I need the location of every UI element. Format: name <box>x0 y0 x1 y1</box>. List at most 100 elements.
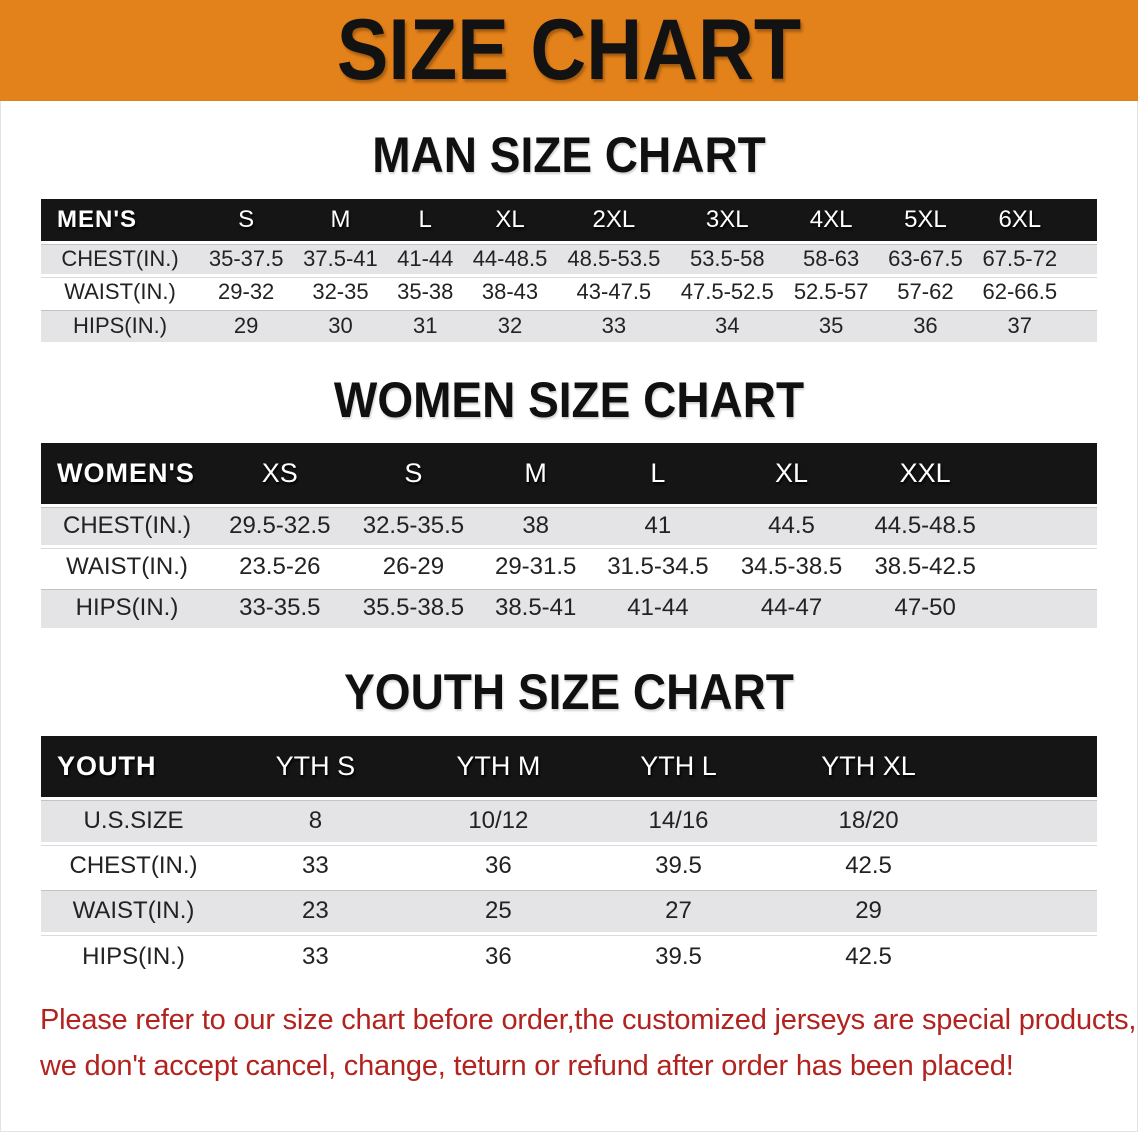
size-value-cell: 32.5-35.5 <box>346 503 481 546</box>
size-value-cell: 23.5-26 <box>213 544 347 587</box>
size-value-cell: 44.5-48.5 <box>858 503 992 546</box>
size-value-cell: 42.5 <box>765 932 972 979</box>
size-value-cell: 47-50 <box>858 585 992 628</box>
size-value-cell: 44.5 <box>724 503 859 546</box>
size-value-cell: 57-62 <box>878 274 973 309</box>
row-label: CHEST(IN.) <box>41 241 199 276</box>
size-value-cell: 29.5-32.5 <box>213 503 347 546</box>
size-value-cell: 18/20 <box>765 797 972 844</box>
size-value-cell: 29 <box>765 887 972 934</box>
table-row: HIPS(IN.) 33-35.5 35.5-38.5 38.5-41 41-4… <box>41 585 1097 628</box>
youth-size-chart-heading: YOUTH SIZE CHART <box>344 664 794 720</box>
size-value-cell: 36 <box>878 307 973 342</box>
table-header-label: YOUTH <box>41 735 226 800</box>
size-value-cell: 33 <box>226 842 405 889</box>
mens-size-table: MEN'S S M L XL 2XL 3XL 4XL 5XL 6XL CHEST… <box>41 198 1097 342</box>
size-value-cell: 41-44 <box>591 585 725 628</box>
size-value-cell: 38-43 <box>462 274 558 309</box>
filler-cell <box>972 932 1097 979</box>
row-label: WAIST(IN.) <box>41 887 226 934</box>
size-value-cell: 14/16 <box>591 797 766 844</box>
size-value-cell: 38.5-42.5 <box>858 544 992 587</box>
size-value-cell: 43-47.5 <box>557 274 671 309</box>
size-value-cell: 67.5-72 <box>972 241 1067 276</box>
size-column-header: XXL <box>858 443 992 506</box>
size-value-cell: 31.5-34.5 <box>591 544 725 587</box>
size-value-cell: 25 <box>404 887 592 934</box>
size-value-cell: 10/12 <box>404 797 592 844</box>
row-label: U.S.SIZE <box>41 797 226 844</box>
size-value-cell: 48.5-53.5 <box>557 241 671 276</box>
size-value-cell: 34 <box>670 307 784 342</box>
women-size-chart-heading: WOMEN SIZE CHART <box>333 371 805 428</box>
table-row: CHEST(IN.) 29.5-32.5 32.5-35.5 38 41 44.… <box>41 503 1097 546</box>
size-value-cell: 26-29 <box>346 544 481 587</box>
table-row: WAIST(IN.) 29-32 32-35 35-38 38-43 43-47… <box>41 274 1097 309</box>
size-value-cell: 53.5-58 <box>670 241 784 276</box>
filler-cell <box>1067 274 1097 309</box>
banner: SIZE CHART <box>0 0 1138 101</box>
filler-cell <box>992 503 1097 546</box>
size-value-cell: 29 <box>199 307 294 342</box>
size-value-cell: 33 <box>557 307 671 342</box>
size-value-cell: 36 <box>404 842 592 889</box>
row-label: WAIST(IN.) <box>41 544 213 587</box>
size-value-cell: 34.5-38.5 <box>724 544 859 587</box>
size-value-cell: 29-31.5 <box>480 544 592 587</box>
size-column-header: YTH M <box>404 735 592 800</box>
size-value-cell: 58-63 <box>783 241 879 276</box>
size-column-header: S <box>346 443 481 506</box>
table-row: WAIST(IN.) 23 25 27 29 <box>41 887 1097 934</box>
size-value-cell: 39.5 <box>591 932 766 979</box>
size-column-header: YTH XL <box>765 735 972 800</box>
size-value-cell: 27 <box>591 887 766 934</box>
table-header-row: MEN'S S M L XL 2XL 3XL 4XL 5XL 6XL <box>41 198 1097 244</box>
size-column-header: M <box>480 443 592 506</box>
size-column-header: XL <box>462 198 558 244</box>
size-column-header: XL <box>724 443 859 506</box>
size-value-cell: 29-32 <box>199 274 294 309</box>
size-value-cell: 39.5 <box>591 842 766 889</box>
size-value-cell: 35-38 <box>387 274 463 309</box>
disclaimer-line-2: we don't accept cancel, change, teturn o… <box>40 1049 1014 1082</box>
youth-size-table: YOUTH YTH S YTH M YTH L YTH XL U.S.SIZE … <box>41 735 1097 979</box>
size-column-header: 6XL <box>972 198 1067 244</box>
size-value-cell: 32 <box>462 307 558 342</box>
size-value-cell: 44-47 <box>724 585 859 628</box>
filler-cell <box>1067 198 1097 244</box>
row-label: WAIST(IN.) <box>41 274 199 309</box>
filler-cell <box>972 842 1097 889</box>
size-column-header: YTH S <box>226 735 405 800</box>
table-row: WAIST(IN.) 23.5-26 26-29 29-31.5 31.5-34… <box>41 544 1097 587</box>
filler-cell <box>992 585 1097 628</box>
row-label: HIPS(IN.) <box>41 932 226 979</box>
size-value-cell: 44-48.5 <box>462 241 558 276</box>
womens-size-table: WOMEN'S XS S M L XL XXL CHEST(IN.) 29.5-… <box>41 443 1097 628</box>
size-value-cell: 37.5-41 <box>293 241 388 276</box>
size-column-header: XS <box>213 443 347 506</box>
size-column-header: L <box>591 443 725 506</box>
table-header-label: WOMEN'S <box>41 443 213 506</box>
size-column-header: M <box>293 198 388 244</box>
size-value-cell: 38.5-41 <box>480 585 592 628</box>
row-label: HIPS(IN.) <box>41 307 199 342</box>
size-value-cell: 35 <box>783 307 879 342</box>
filler-cell <box>972 797 1097 844</box>
size-value-cell: 35-37.5 <box>199 241 294 276</box>
size-column-header: 4XL <box>783 198 879 244</box>
size-column-header: 2XL <box>557 198 671 244</box>
man-size-chart-heading: MAN SIZE CHART <box>372 127 766 183</box>
table-header-label: MEN'S <box>41 198 199 244</box>
row-label: CHEST(IN.) <box>41 842 226 889</box>
filler-cell <box>972 887 1097 934</box>
size-value-cell: 52.5-57 <box>783 274 879 309</box>
size-value-cell: 63-67.5 <box>878 241 973 276</box>
size-value-cell: 36 <box>404 932 592 979</box>
table-header-row: YOUTH YTH S YTH M YTH L YTH XL <box>41 735 1097 800</box>
row-label: CHEST(IN.) <box>41 503 213 546</box>
size-value-cell: 62-66.5 <box>972 274 1067 309</box>
size-value-cell: 47.5-52.5 <box>670 274 784 309</box>
size-value-cell: 31 <box>387 307 463 342</box>
size-value-cell: 42.5 <box>765 842 972 889</box>
table-row: HIPS(IN.) 33 36 39.5 42.5 <box>41 932 1097 979</box>
